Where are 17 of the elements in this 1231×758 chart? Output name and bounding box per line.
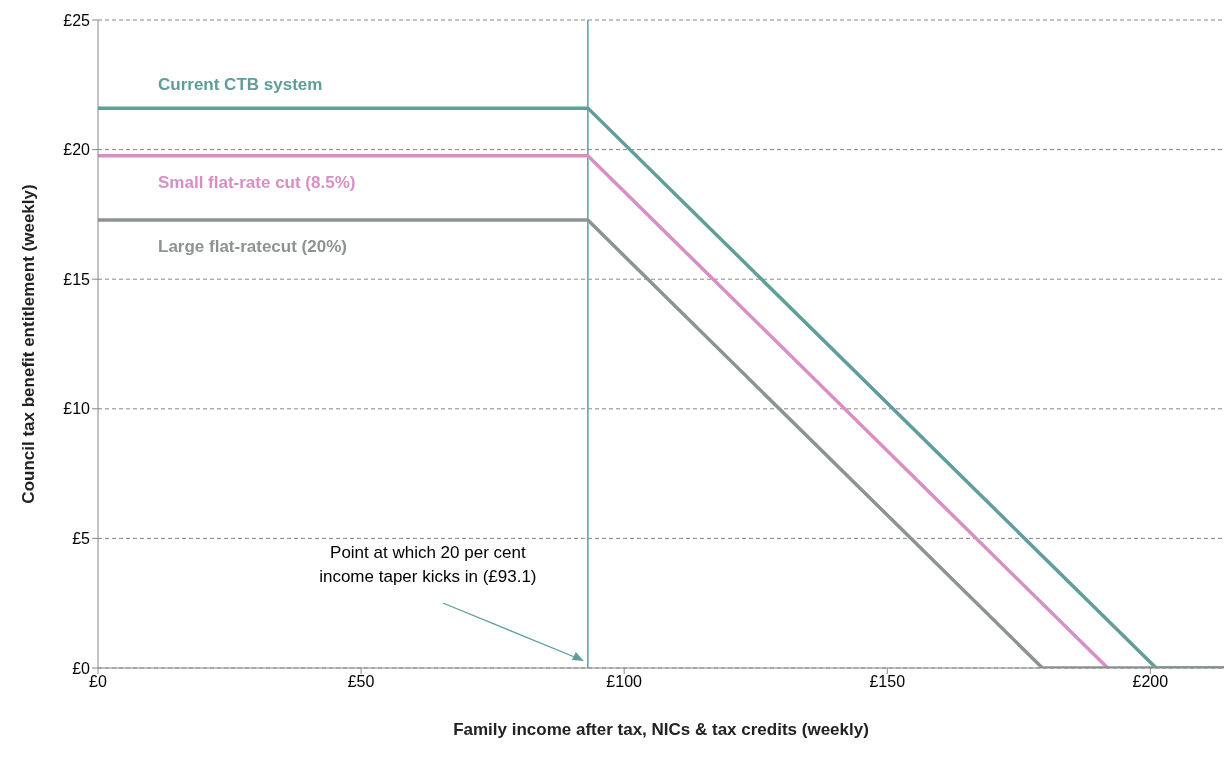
series-label: Current CTB system	[158, 75, 323, 95]
y-tick-label: £20	[63, 141, 91, 159]
x-tick-label: £150	[869, 673, 906, 691]
annotation: Point at which 20 per cent income taper kicks in (£93.1)	[319, 543, 537, 586]
x-axis-title: Family income after tax, NICs & tax credits (weekly)	[453, 720, 869, 740]
y-axis-title: Council tax benefit entitlement (weekly)	[19, 184, 39, 504]
y-tick-label: £10	[63, 400, 91, 418]
x-tick-label: £0	[89, 673, 107, 691]
x-tick-label: £200	[1132, 673, 1169, 691]
y-tick-label: £5	[72, 530, 91, 548]
series-label: Small flat-rate cut (8.5%)	[158, 172, 356, 192]
y-tick-label: £0	[72, 659, 91, 677]
x-tick-label: £50	[347, 673, 375, 691]
y-tick-label: £25	[63, 11, 91, 29]
series-label: Large flat-ratecut (20%)	[158, 237, 347, 257]
x-tick-label: £100	[606, 673, 643, 691]
y-tick-label: £15	[63, 270, 91, 288]
